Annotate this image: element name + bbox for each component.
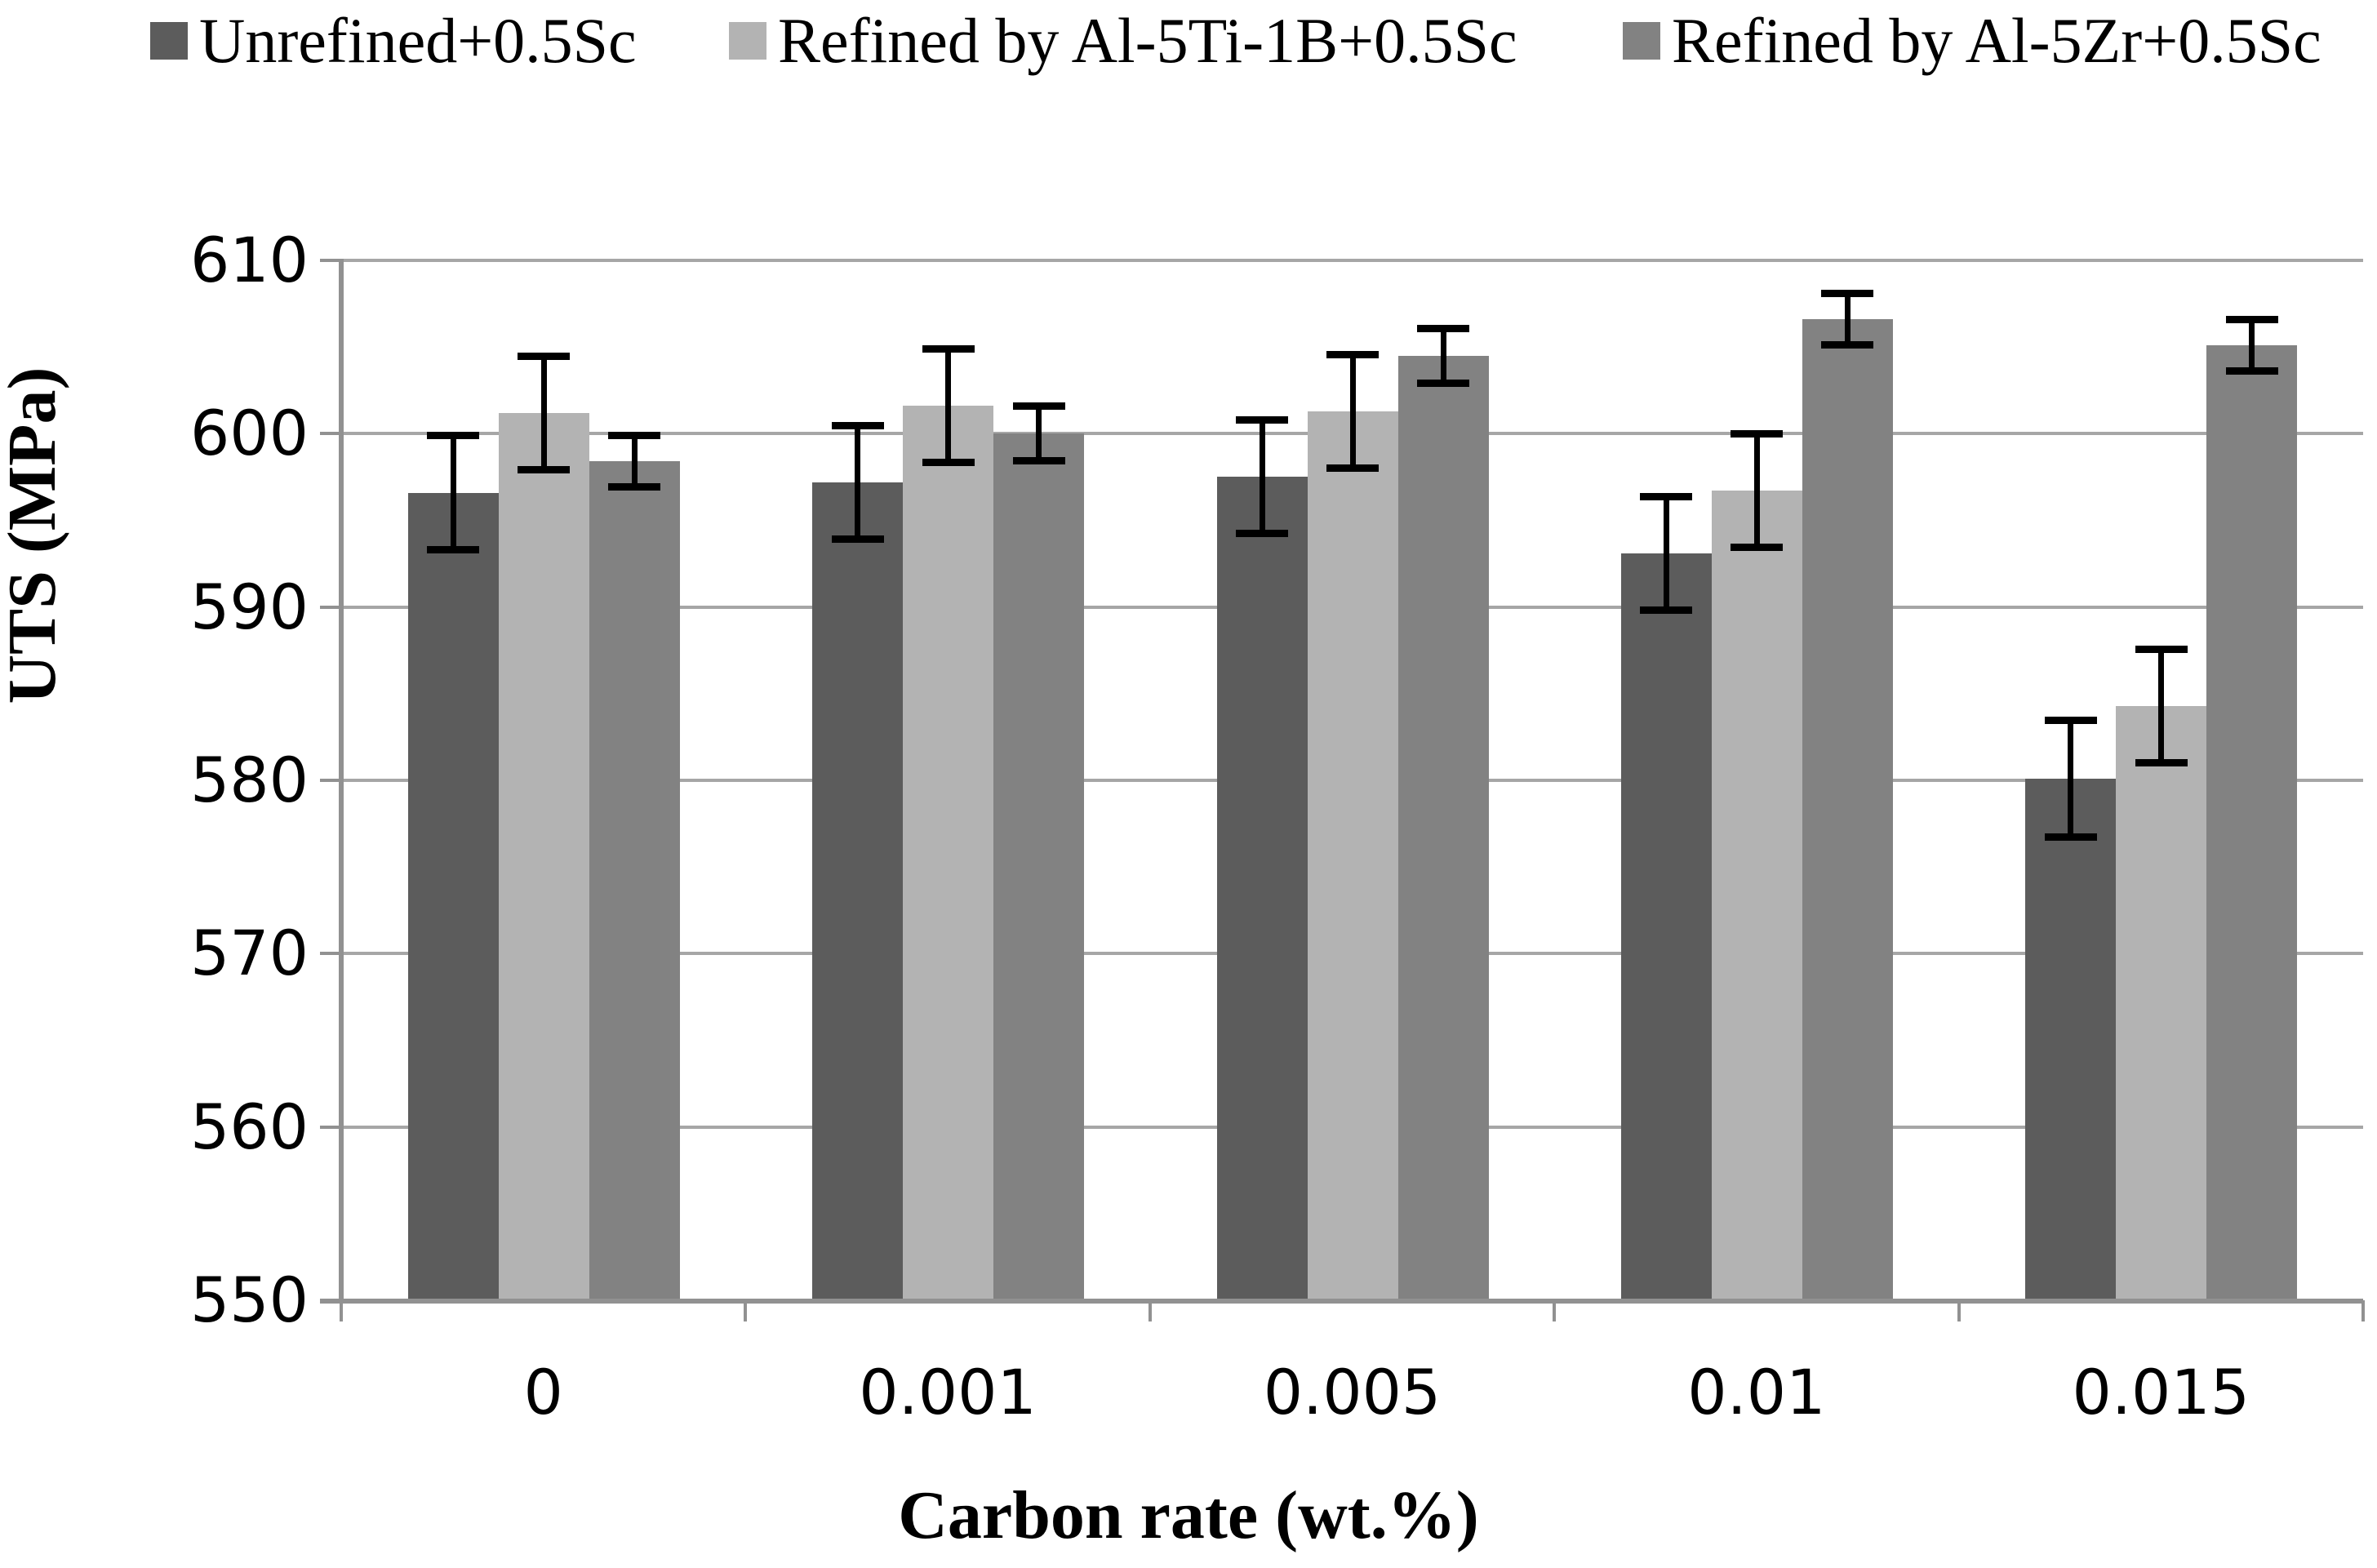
error-bar-top-cap bbox=[518, 352, 571, 360]
bar-unrefined-0-5sc-cat-0.01 bbox=[1620, 553, 1712, 1300]
error-bar-bottom-cap bbox=[608, 483, 661, 491]
error-bar-bottom-cap bbox=[831, 535, 884, 543]
error-bar bbox=[1259, 420, 1265, 535]
error-bar bbox=[2068, 719, 2074, 838]
y-tick-label-550: 550 bbox=[189, 1264, 309, 1336]
legend-label: Unrefined+0.5Sc bbox=[199, 5, 637, 76]
error-bar-top-cap bbox=[1417, 324, 1469, 332]
error-bar bbox=[1440, 327, 1446, 384]
x-tick-label-0.001: 0.001 bbox=[859, 1356, 1037, 1428]
error-bar-bottom-cap bbox=[1012, 457, 1065, 465]
y-tick-560 bbox=[320, 1125, 341, 1129]
error-bar bbox=[2249, 319, 2255, 371]
x-tick-label-0.005: 0.005 bbox=[1263, 1356, 1442, 1428]
error-bar-bottom-cap bbox=[1640, 606, 1693, 614]
bar-refined-by-al-5zr-0-5sc-cat-0.01 bbox=[1802, 319, 1893, 1300]
error-bar-bottom-cap bbox=[518, 465, 571, 473]
error-bar-top-cap bbox=[608, 432, 661, 440]
y-tick-label-570: 570 bbox=[189, 917, 309, 990]
x-axis-title: Carbon rate (wt.%) bbox=[898, 1477, 1479, 1553]
legend-swatch-icon bbox=[150, 22, 188, 60]
x-tick-label-0.01: 0.01 bbox=[1687, 1356, 1826, 1428]
error-bar-top-cap bbox=[2044, 716, 2097, 724]
error-bar-bottom-cap bbox=[2225, 366, 2278, 375]
x-tick-0 bbox=[340, 1300, 343, 1321]
error-bar bbox=[1844, 293, 1851, 346]
x-tick-4 bbox=[1957, 1300, 1961, 1321]
legend-label: Refined by Al-5Ti-1B+0.5Sc bbox=[778, 5, 1517, 76]
bar-unrefined-0-5sc-cat-0.005 bbox=[1216, 477, 1308, 1300]
legend-label: Refined by Al-5Zr+0.5Sc bbox=[1672, 5, 2321, 76]
gridline-y-610 bbox=[341, 259, 2363, 262]
error-bar-bottom-cap bbox=[1821, 341, 1874, 349]
error-bar-top-cap bbox=[427, 432, 480, 440]
bar-refined-by-al-5ti-1b-0-5sc-cat-0 bbox=[498, 412, 589, 1300]
x-tick-1 bbox=[744, 1300, 748, 1321]
error-bar-top-cap bbox=[1326, 350, 1379, 358]
bar-refined-by-al-5zr-0-5sc-cat-0 bbox=[589, 461, 680, 1300]
error-bar-bottom-cap bbox=[922, 459, 975, 467]
error-bar-bottom-cap bbox=[427, 545, 480, 553]
legend-swatch-icon bbox=[1623, 22, 1660, 60]
x-tick-3 bbox=[1553, 1300, 1557, 1321]
y-tick-590 bbox=[320, 605, 341, 609]
error-bar-top-cap bbox=[1012, 402, 1065, 411]
y-tick-label-580: 580 bbox=[189, 744, 309, 816]
error-bar-bottom-cap bbox=[1731, 544, 1784, 552]
error-bar-top-cap bbox=[1821, 290, 1874, 298]
error-bar bbox=[450, 435, 456, 550]
y-tick-610 bbox=[320, 259, 341, 262]
y-tick-580 bbox=[320, 779, 341, 782]
bar-refined-by-al-5ti-1b-0-5sc-cat-0.01 bbox=[1711, 491, 1802, 1300]
bar-refined-by-al-5ti-1b-0-5sc-cat-0.005 bbox=[1307, 411, 1398, 1300]
legend-item-2: Refined by Al-5Ti-1B+0.5Sc bbox=[729, 7, 1517, 75]
legend-item-3: Refined by Al-5Zr+0.5Sc bbox=[1623, 7, 2321, 75]
x-axis-line bbox=[320, 1299, 2363, 1304]
error-bar-bottom-cap bbox=[1326, 464, 1379, 472]
x-tick-2 bbox=[1148, 1300, 1152, 1321]
error-bar bbox=[945, 349, 952, 464]
x-tick-label-0: 0 bbox=[523, 1356, 563, 1428]
bar-refined-by-al-5zr-0-5sc-cat-0.001 bbox=[993, 433, 1085, 1300]
error-bar bbox=[631, 435, 638, 488]
bar-refined-by-al-5ti-1b-0-5sc-cat-0.001 bbox=[903, 406, 994, 1300]
legend-item-1: Unrefined+0.5Sc bbox=[150, 7, 637, 75]
error-bar bbox=[540, 355, 547, 470]
legend-swatch-icon bbox=[729, 22, 766, 60]
bar-refined-by-al-5zr-0-5sc-cat-0.005 bbox=[1397, 355, 1489, 1300]
error-bar-top-cap bbox=[922, 345, 975, 353]
y-tick-label-610: 610 bbox=[189, 224, 309, 296]
bar-refined-by-al-5zr-0-5sc-cat-0.015 bbox=[2206, 345, 2298, 1300]
y-tick-570 bbox=[320, 952, 341, 956]
error-bar-top-cap bbox=[2225, 316, 2278, 324]
error-bar-top-cap bbox=[1640, 492, 1693, 500]
x-tick-5 bbox=[2361, 1300, 2365, 1321]
error-bar bbox=[1349, 353, 1356, 469]
error-bar bbox=[2158, 648, 2165, 763]
error-bar-bottom-cap bbox=[1236, 530, 1288, 538]
error-bar-bottom-cap bbox=[2135, 758, 2188, 766]
y-tick-label-600: 600 bbox=[189, 397, 309, 470]
error-bar-top-cap bbox=[1236, 416, 1288, 424]
error-bar bbox=[1663, 495, 1669, 611]
error-bar-top-cap bbox=[831, 421, 884, 429]
bar-unrefined-0-5sc-cat-0 bbox=[407, 492, 499, 1300]
y-tick-label-590: 590 bbox=[189, 570, 309, 643]
y-axis-line bbox=[339, 259, 344, 1304]
error-bar bbox=[855, 424, 861, 540]
error-bar bbox=[1753, 433, 1760, 549]
bar-unrefined-0-5sc-cat-0.015 bbox=[2025, 778, 2117, 1300]
error-bar-top-cap bbox=[2135, 645, 2188, 653]
error-bar-top-cap bbox=[1731, 430, 1784, 438]
error-bar-bottom-cap bbox=[2044, 833, 2097, 842]
y-tick-600 bbox=[320, 432, 341, 436]
error-bar-bottom-cap bbox=[1417, 379, 1469, 387]
bar-refined-by-al-5ti-1b-0-5sc-cat-0.015 bbox=[2116, 705, 2207, 1300]
y-tick-label-560: 560 bbox=[189, 1090, 309, 1163]
bar-unrefined-0-5sc-cat-0.001 bbox=[812, 482, 904, 1300]
error-bar bbox=[1036, 406, 1042, 462]
x-tick-label-0.015: 0.015 bbox=[2072, 1356, 2250, 1428]
y-axis-title: UTS (MPa) bbox=[0, 366, 70, 704]
